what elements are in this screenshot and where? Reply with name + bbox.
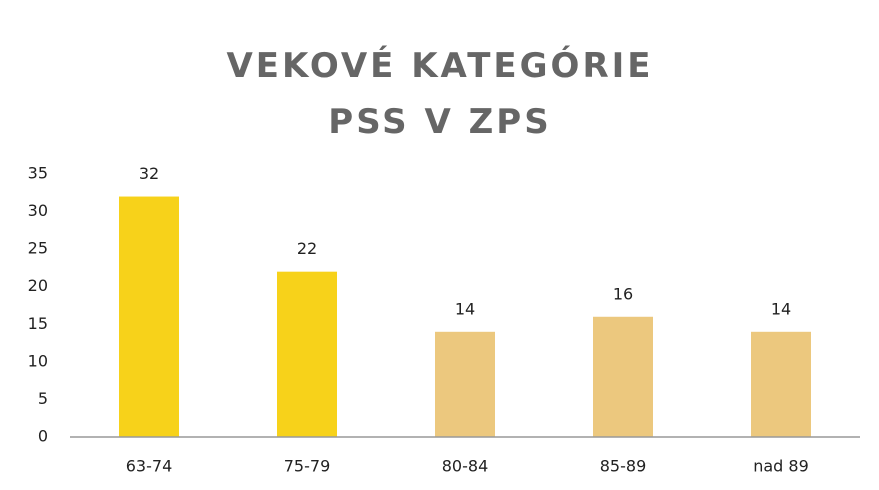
bar bbox=[277, 271, 337, 437]
value-label: 14 bbox=[455, 299, 475, 318]
y-tick-label: 35 bbox=[28, 164, 48, 183]
y-tick-label: 0 bbox=[38, 427, 48, 446]
y-tick-label: 10 bbox=[28, 351, 48, 370]
x-tick-label: nad 89 bbox=[753, 457, 809, 476]
bar bbox=[593, 316, 653, 437]
bar bbox=[751, 331, 811, 437]
y-tick-label: 5 bbox=[38, 389, 48, 408]
y-tick-label: 25 bbox=[28, 239, 48, 258]
value-label: 32 bbox=[139, 164, 159, 183]
y-tick-label: 20 bbox=[28, 276, 48, 295]
value-label: 22 bbox=[297, 239, 317, 258]
bar bbox=[119, 196, 179, 437]
y-tick-label: 30 bbox=[28, 201, 48, 220]
value-label: 16 bbox=[613, 284, 633, 303]
x-tick-label: 85-89 bbox=[600, 457, 647, 476]
value-label: 14 bbox=[771, 299, 791, 318]
bar bbox=[435, 331, 495, 437]
chart-title: VEKOVÉ KATEGÓRIE PSS V ZPS bbox=[226, 46, 654, 142]
x-tick-label: 63-74 bbox=[126, 457, 173, 476]
x-tick-label: 75-79 bbox=[284, 457, 331, 476]
y-tick-label: 15 bbox=[28, 314, 48, 333]
x-tick-label: 80-84 bbox=[442, 457, 489, 476]
